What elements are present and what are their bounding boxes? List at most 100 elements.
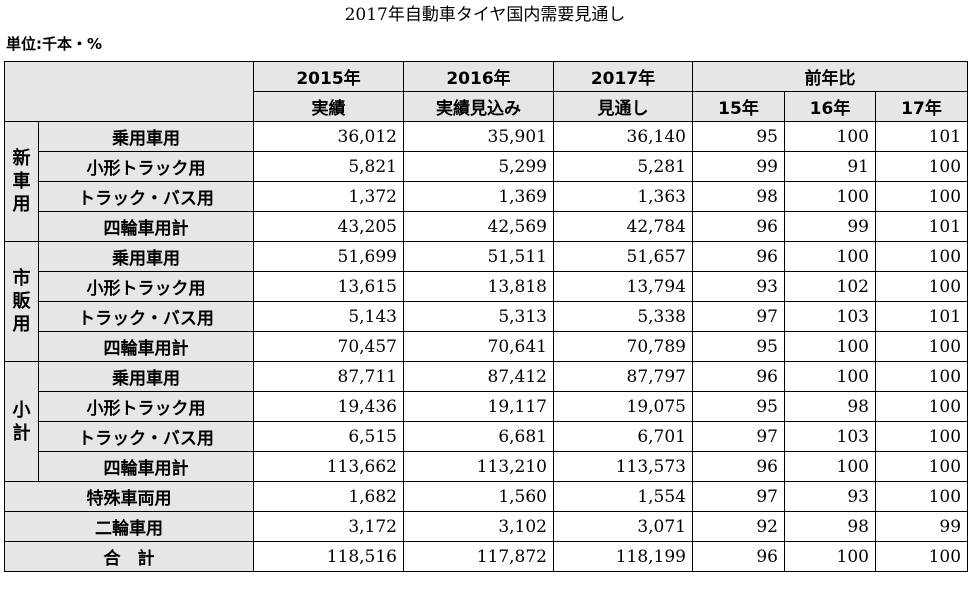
cell-2015: 13,615 xyxy=(253,271,404,302)
cell-2016: 51,511 xyxy=(403,241,554,272)
table-row: 市販用 乗用車用 51,699 51,511 51,657 96 100 100 xyxy=(4,241,969,362)
cell-ratio-15: 95 xyxy=(692,121,785,152)
header-row-sub: 実績 実績見込み 見通し 15年 16年 17年 xyxy=(5,91,969,122)
cell-2017: 51,657 xyxy=(553,241,693,272)
header-2017: 2017年 xyxy=(553,61,693,92)
cell-2015: 118,516 xyxy=(253,541,404,572)
cell-2017: 3,071 xyxy=(553,511,693,542)
table-row: 四輪車用計 43,205 42,569 42,784 96 99 101 xyxy=(5,211,969,242)
header-corner xyxy=(4,61,254,122)
cell-ratio-17: 100 xyxy=(874,331,969,362)
cell-2016: 5,299 xyxy=(403,151,554,182)
cell-2017: 87,797 xyxy=(553,361,693,392)
cell-ratio-16: 99 xyxy=(784,211,876,242)
table-row: 二輪車用 3,172 3,102 3,071 92 98 99 xyxy=(4,511,969,542)
cell-2015: 36,012 xyxy=(253,121,404,152)
cell-ratio-16: 98 xyxy=(784,511,876,542)
row-label: 四輪車用計 xyxy=(38,211,254,242)
header-ratio-15: 15年 xyxy=(692,91,785,122)
row-label: トラック・バス用 xyxy=(38,421,254,452)
cell-ratio-16: 100 xyxy=(784,331,876,362)
cell-2017: 6,701 xyxy=(553,421,693,452)
cell-2015: 70,457 xyxy=(253,331,404,362)
row-label: トラック・バス用 xyxy=(38,181,254,212)
table-row: 新車用 乗用車用 36,012 35,901 36,140 95 100 101 xyxy=(4,121,969,242)
header-ratio: 前年比 xyxy=(691,61,969,92)
cell-2017: 42,784 xyxy=(553,211,693,242)
table-row: 特殊車両用 1,682 1,560 1,554 97 93 100 xyxy=(4,481,969,512)
cell-2016: 70,641 xyxy=(403,331,554,362)
cell-ratio-16: 103 xyxy=(784,301,876,332)
group-label-subtotal: 小計 xyxy=(4,361,39,482)
table-row: トラック・バス用 1,372 1,369 1,363 98 100 100 xyxy=(5,181,969,212)
cell-2015: 3,172 xyxy=(253,511,404,542)
cell-ratio-16: 100 xyxy=(784,361,876,392)
table-row: トラック・バス用 5,143 5,313 5,338 97 103 101 xyxy=(5,301,969,332)
cell-2017: 118,199 xyxy=(553,541,693,572)
cell-2017: 19,075 xyxy=(553,391,693,422)
cell-2016: 35,901 xyxy=(403,121,554,152)
cell-2015: 1,682 xyxy=(253,481,404,512)
cell-ratio-15: 97 xyxy=(692,301,785,332)
row-label: 小形トラック用 xyxy=(38,151,254,182)
cell-ratio-17: 100 xyxy=(874,271,969,302)
row-label: トラック・バス用 xyxy=(38,301,254,332)
unit-label: 単位:千本・% xyxy=(6,35,103,53)
cell-2015: 5,143 xyxy=(253,301,404,332)
cell-ratio-15: 95 xyxy=(692,391,785,422)
tire-demand-table: 2015年 2016年 2017年 前年比 実績 実績見込み 見通し 15年 1… xyxy=(4,61,969,572)
cell-2015: 113,662 xyxy=(253,451,404,482)
group-label-replacement: 市販用 xyxy=(4,241,39,362)
header-2015: 2015年 xyxy=(253,61,404,92)
cell-2016: 6,681 xyxy=(403,421,554,452)
cell-ratio-15: 96 xyxy=(692,241,785,272)
cell-ratio-16: 100 xyxy=(784,241,876,272)
cell-ratio-15: 97 xyxy=(692,421,785,452)
cell-ratio-17: 100 xyxy=(874,391,969,422)
header-2016: 2016年 xyxy=(403,61,554,92)
group-label-new-car: 新車用 xyxy=(4,121,39,242)
cell-2016: 113,210 xyxy=(403,451,554,482)
cell-2015: 43,205 xyxy=(253,211,404,242)
row-label: 乗用車用 xyxy=(38,241,254,272)
table-row: 小計 乗用車用 87,711 87,412 87,797 96 100 100 xyxy=(4,361,969,482)
cell-2015: 87,711 xyxy=(253,361,404,392)
page-title: 2017年自動車タイヤ国内需要見通し xyxy=(344,5,626,25)
row-label-special-vehicle: 特殊車両用 xyxy=(4,481,254,512)
cell-ratio-17: 101 xyxy=(874,211,969,242)
cell-ratio-15: 96 xyxy=(692,361,785,392)
cell-2015: 5,821 xyxy=(253,151,404,182)
cell-ratio-16: 91 xyxy=(784,151,876,182)
header-row-years: 2015年 2016年 2017年 前年比 xyxy=(4,61,969,122)
table-row: 四輪車用計 113,662 113,210 113,573 96 100 100 xyxy=(5,451,969,482)
table-row: トラック・バス用 6,515 6,681 6,701 97 103 100 xyxy=(5,421,969,452)
row-label-motorcycle: 二輪車用 xyxy=(4,511,254,542)
cell-2017: 1,554 xyxy=(553,481,693,512)
cell-ratio-17: 100 xyxy=(874,151,969,182)
cell-ratio-17: 100 xyxy=(874,421,969,452)
header-ratio-17: 17年 xyxy=(874,91,969,122)
cell-ratio-15: 95 xyxy=(692,331,785,362)
cell-ratio-16: 100 xyxy=(784,541,876,572)
cell-ratio-15: 93 xyxy=(692,271,785,302)
cell-2017: 113,573 xyxy=(553,451,693,482)
cell-ratio-17: 100 xyxy=(874,541,969,572)
cell-2016: 19,117 xyxy=(403,391,554,422)
cell-2016: 1,369 xyxy=(403,181,554,212)
cell-ratio-15: 98 xyxy=(692,181,785,212)
cell-2016: 13,818 xyxy=(403,271,554,302)
cell-ratio-17: 100 xyxy=(874,241,969,272)
cell-ratio-17: 100 xyxy=(874,181,969,212)
header-actual: 実績 xyxy=(253,91,404,122)
header-ratio-16: 16年 xyxy=(784,91,876,122)
cell-ratio-17: 99 xyxy=(874,511,969,542)
cell-ratio-15: 99 xyxy=(692,151,785,182)
cell-2015: 19,436 xyxy=(253,391,404,422)
cell-ratio-16: 98 xyxy=(784,391,876,422)
table-row-total: 合 計 118,516 117,872 118,199 96 100 100 xyxy=(4,541,969,572)
cell-ratio-15: 97 xyxy=(692,481,785,512)
header-forecast: 見通し xyxy=(553,91,693,122)
cell-2016: 5,313 xyxy=(403,301,554,332)
table-row: 小形トラック用 5,821 5,299 5,281 99 91 100 xyxy=(5,151,969,182)
row-label: 四輪車用計 xyxy=(38,331,254,362)
